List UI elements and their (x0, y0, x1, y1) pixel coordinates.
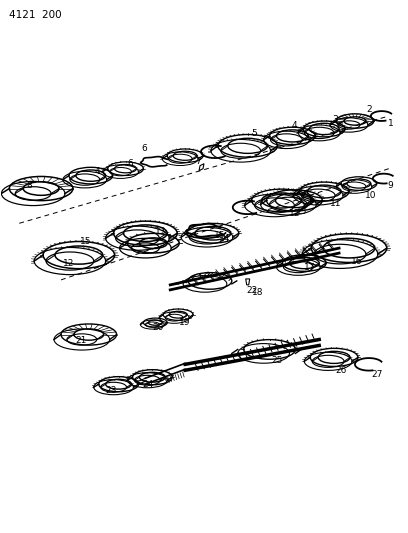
Text: 26: 26 (335, 366, 347, 375)
Text: 7: 7 (195, 157, 201, 166)
Text: 18: 18 (252, 288, 264, 297)
Text: 4: 4 (292, 122, 297, 131)
Text: 8: 8 (27, 181, 32, 190)
Text: 13: 13 (155, 227, 166, 236)
Text: 25: 25 (272, 356, 283, 365)
Text: 6: 6 (142, 144, 147, 154)
Text: 15: 15 (214, 231, 226, 240)
Text: 22: 22 (246, 286, 257, 295)
Text: 10: 10 (365, 191, 377, 200)
Text: 4: 4 (95, 167, 100, 176)
Text: 21: 21 (75, 336, 86, 345)
Text: 27: 27 (371, 370, 383, 379)
Text: 3: 3 (332, 115, 338, 124)
Polygon shape (246, 279, 250, 285)
Text: 9: 9 (388, 181, 394, 190)
Text: 6: 6 (128, 159, 133, 168)
Text: 19: 19 (180, 318, 191, 327)
Polygon shape (199, 164, 204, 171)
Text: 24: 24 (143, 379, 154, 389)
Text: 2: 2 (366, 104, 372, 114)
Text: 13: 13 (295, 207, 307, 216)
Text: 12: 12 (289, 209, 300, 218)
Text: 1: 1 (388, 119, 394, 128)
Text: 20: 20 (153, 323, 164, 332)
Text: 5: 5 (252, 130, 257, 139)
Text: 14: 14 (219, 233, 231, 243)
Text: 11: 11 (330, 199, 342, 208)
Text: 16: 16 (351, 256, 363, 265)
Text: 4121  200: 4121 200 (9, 10, 62, 20)
Text: 12: 12 (63, 259, 75, 268)
Text: 23: 23 (105, 386, 116, 394)
Text: 17: 17 (304, 263, 315, 272)
Text: 15: 15 (80, 237, 91, 246)
